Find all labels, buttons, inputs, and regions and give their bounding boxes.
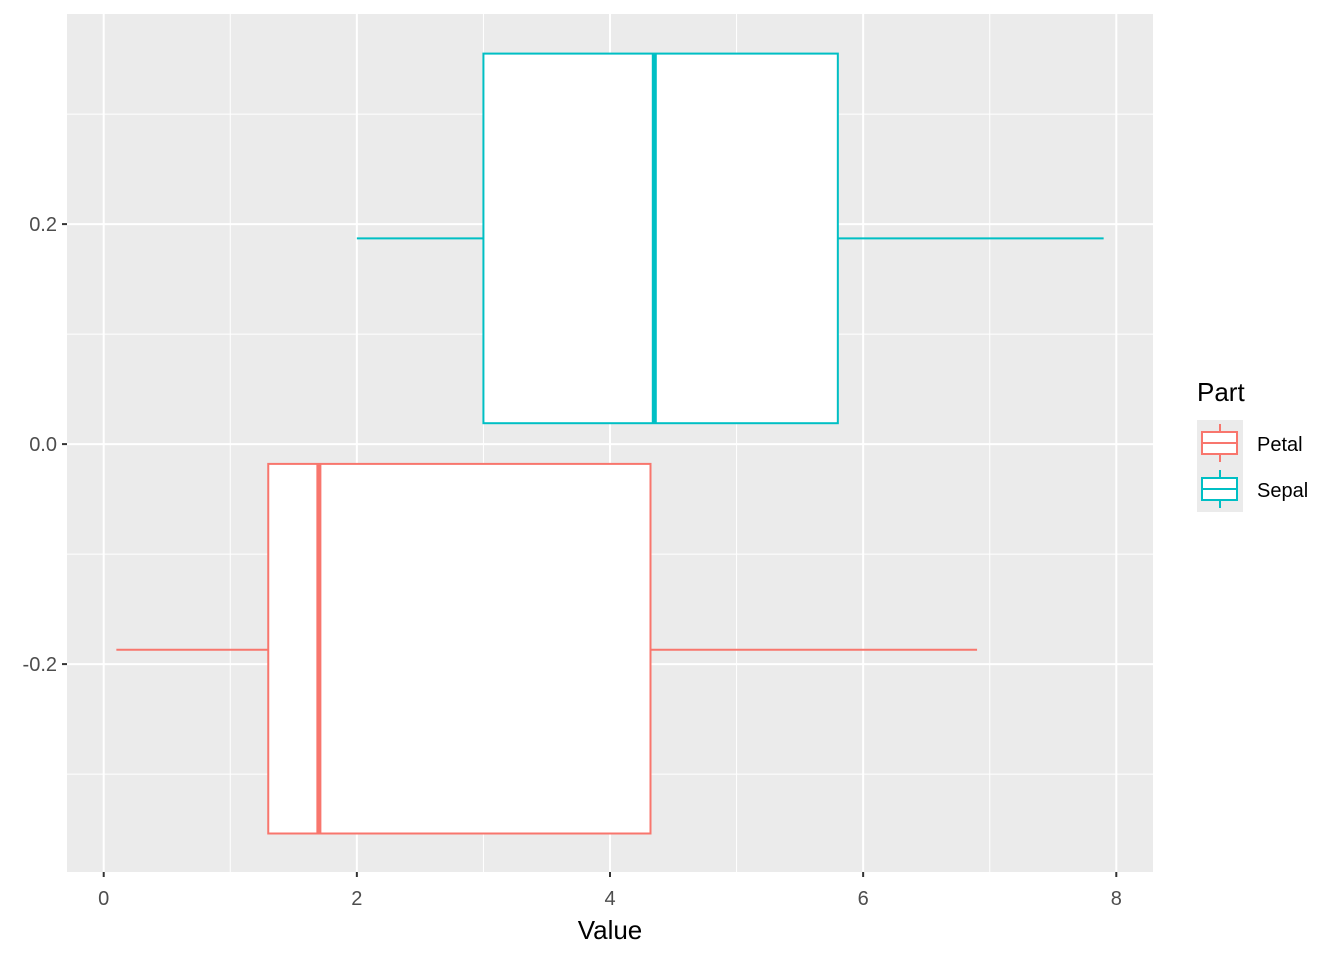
boxes (116, 52, 1104, 835)
legend-label-sepal: Sepal (1257, 480, 1308, 502)
iqr-box (482, 52, 839, 425)
x-tick-label: 4 (604, 888, 615, 910)
box-sepal (356, 52, 1104, 425)
y-tick-label: 0.2 (29, 214, 57, 236)
axes: 0 2 4 6 8 -0.2 0.0 0.2 (23, 214, 1122, 910)
x-tick-label: 2 (351, 888, 362, 910)
x-tick-label: 8 (1111, 888, 1122, 910)
legend-label-petal: Petal (1257, 434, 1303, 456)
legend: Part Petal Sepal (1197, 377, 1308, 512)
legend-title: Part (1197, 377, 1245, 407)
x-tick-label: 6 (858, 888, 869, 910)
y-tick-label: -0.2 (23, 654, 57, 676)
x-tick-label: 0 (98, 888, 109, 910)
iqr-box (267, 462, 652, 835)
box-petal (116, 462, 978, 835)
y-tick-label: 0.0 (29, 434, 57, 456)
x-axis-label: Value (578, 915, 643, 945)
